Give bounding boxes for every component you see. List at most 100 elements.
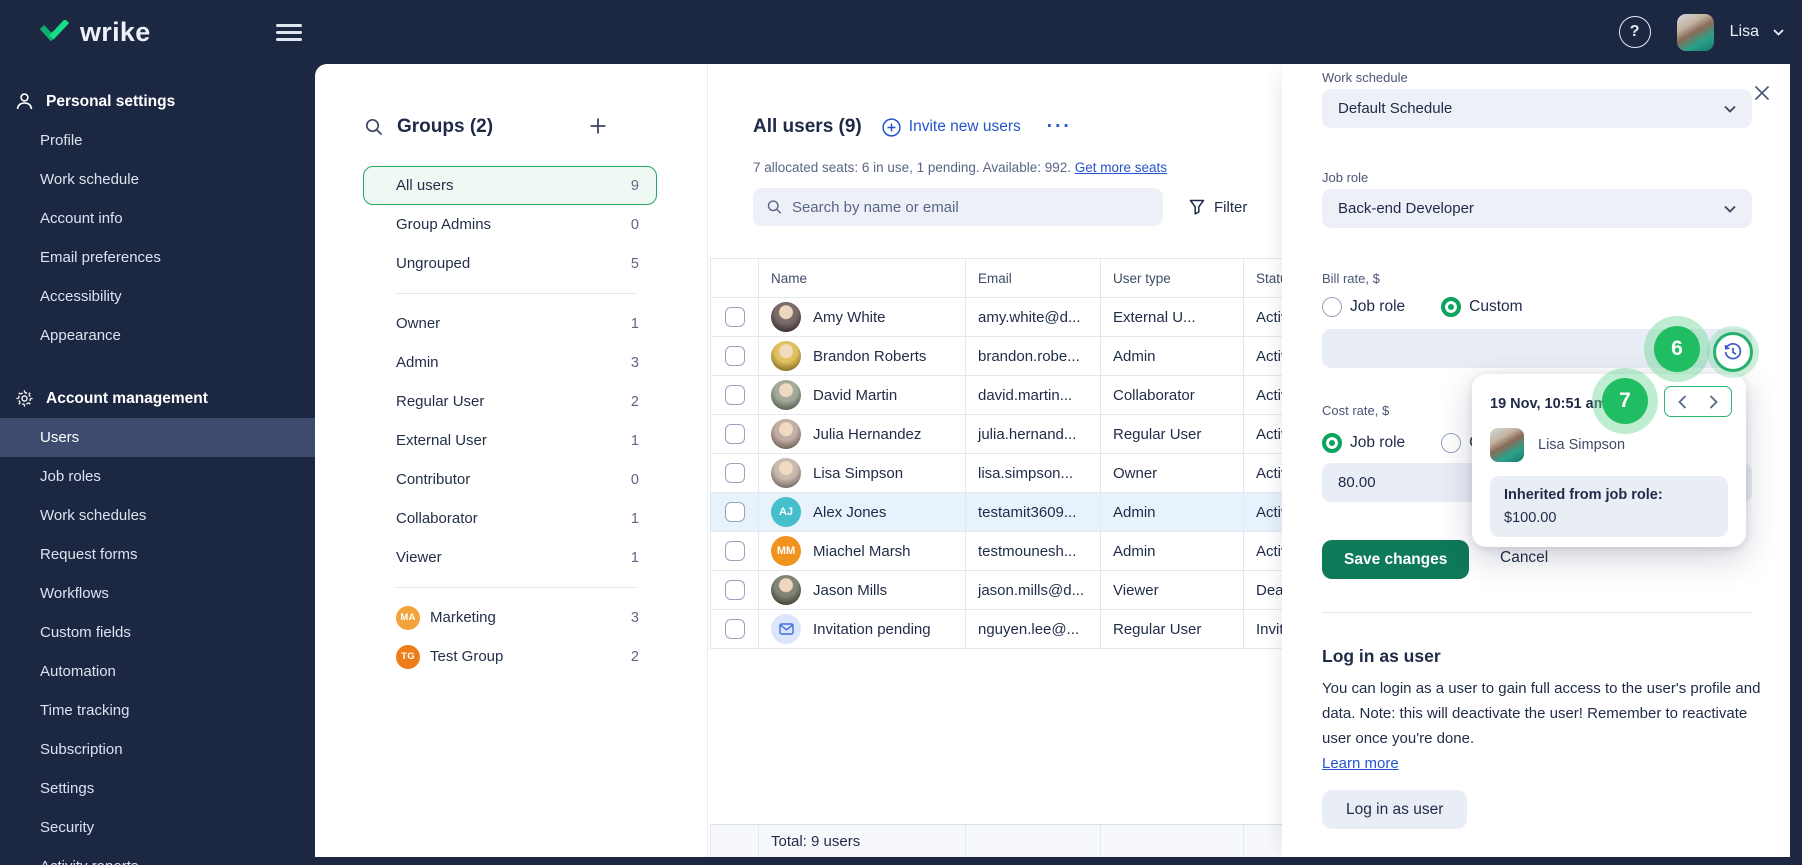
chevron-left-icon[interactable] <box>1678 394 1687 409</box>
sidebar-item[interactable]: Account info <box>0 199 315 238</box>
sidebar-item[interactable]: Job roles <box>0 457 315 496</box>
wrike-logo[interactable]: wrike <box>40 17 151 48</box>
user-initials-avatar: AJ <box>771 497 801 527</box>
sidebar-item-label: Time tracking <box>40 702 130 719</box>
work-schedule-select[interactable]: Default Schedule <box>1322 89 1752 128</box>
sidebar-item[interactable]: Automation <box>0 652 315 691</box>
row-checkbox[interactable] <box>724 541 745 561</box>
group-list-item[interactable]: Ungrouped 5 <box>363 244 657 283</box>
user-avatar[interactable] <box>1676 13 1714 51</box>
search-icon[interactable] <box>365 118 383 136</box>
user-name-cell: Alex Jones <box>813 503 887 521</box>
sidebar-item[interactable]: Work schedules <box>0 496 315 535</box>
work-schedule-label: Work schedule <box>1322 70 1408 85</box>
save-changes-button[interactable]: Save changes <box>1322 540 1470 579</box>
learn-more-link[interactable]: Learn more <box>1322 755 1399 772</box>
cost-rate-custom-radio[interactable] <box>1441 433 1462 453</box>
table-row[interactable]: Invitation pending nguyen.lee@... Regula… <box>710 610 1364 649</box>
bill-rate-custom-radio[interactable] <box>1441 297 1462 317</box>
close-icon[interactable] <box>1749 80 1775 106</box>
table-row[interactable]: David Martin david.martin... Collaborato… <box>710 376 1364 415</box>
group-list-item[interactable]: TG Test Group 2 <box>363 637 657 676</box>
user-search[interactable] <box>753 188 1163 226</box>
user-details-panel: Work schedule Default Schedule Job role … <box>1282 64 1790 857</box>
group-list-item[interactable]: Collaborator 1 <box>363 499 657 538</box>
group-list-item[interactable]: Viewer 1 <box>363 538 657 577</box>
table-body: Amy White amy.white@d... External U... A… <box>710 298 1364 649</box>
sidebar-item[interactable]: Work schedule <box>0 160 315 199</box>
row-checkbox[interactable] <box>724 307 745 327</box>
search-input[interactable] <box>791 198 1149 216</box>
invite-new-users-button[interactable]: Invite new users <box>882 117 1021 137</box>
login-as-user-button[interactable]: Log in as user <box>1322 790 1468 829</box>
group-list-item[interactable]: Regular User 2 <box>363 382 657 421</box>
user-name[interactable]: Lisa <box>1729 23 1759 40</box>
annotation-badge-7: 7 <box>1602 378 1648 424</box>
group-list-item[interactable]: MA Marketing 3 <box>363 598 657 637</box>
user-email-cell: jason.mills@d... <box>965 571 1100 609</box>
group-label: TG Test Group <box>396 644 631 669</box>
sidebar-item[interactable]: Activity reports <box>0 847 315 865</box>
row-checkbox[interactable] <box>724 385 745 405</box>
user-type-cell: Viewer <box>1100 571 1243 609</box>
chevron-down-icon[interactable] <box>1773 28 1784 36</box>
sidebar-item[interactable]: Profile <box>0 121 315 160</box>
sidebar-item[interactable]: Request forms <box>0 535 315 574</box>
rate-history-button[interactable] <box>1713 332 1753 372</box>
table-row[interactable]: Amy White amy.white@d... External U... A… <box>710 298 1364 337</box>
annotation-badge-6: 6 <box>1654 326 1700 372</box>
filter-button[interactable]: Filter <box>1189 199 1247 216</box>
group-list-item[interactable]: All users 9 <box>363 166 657 205</box>
wrike-check-icon <box>40 20 70 42</box>
sidebar-item[interactable]: Subscription <box>0 730 315 769</box>
sidebar: Personal settings Profile Work schedule … <box>0 64 315 865</box>
user-email-cell: lisa.simpson... <box>965 454 1100 492</box>
sidebar-item[interactable]: Security <box>0 808 315 847</box>
row-checkbox[interactable] <box>724 619 745 639</box>
add-group-button[interactable] <box>586 114 610 138</box>
table-row[interactable]: MM Miachel Marsh testmounesh... Admin Ac… <box>710 532 1364 571</box>
sidebar-item[interactable]: Appearance <box>0 316 315 355</box>
get-more-seats-link[interactable]: Get more seats <box>1074 160 1168 175</box>
row-checkbox[interactable] <box>724 463 745 483</box>
group-list-item[interactable]: Admin 3 <box>363 343 657 382</box>
table-footer: Total: 9 users <box>710 824 1364 857</box>
sidebar-item-label: Job roles <box>40 468 101 485</box>
row-checkbox[interactable] <box>724 580 745 600</box>
chevron-down-icon <box>1724 205 1736 213</box>
group-list-item[interactable]: External User 1 <box>363 421 657 460</box>
sidebar-item[interactable]: Time tracking <box>0 691 315 730</box>
row-checkbox[interactable] <box>724 346 745 366</box>
group-count: 0 <box>630 471 639 488</box>
chevron-right-icon[interactable] <box>1709 394 1718 409</box>
sidebar-item-label: Work schedule <box>40 171 139 188</box>
hamburger-menu-icon[interactable] <box>276 24 302 41</box>
user-type-cell: Regular User <box>1100 415 1243 453</box>
table-row[interactable]: AJ Alex Jones testamit3609... Admin Acti… <box>710 493 1364 532</box>
group-list-item[interactable]: Contributor 0 <box>363 460 657 499</box>
help-icon[interactable]: ? <box>1618 16 1651 48</box>
sidebar-item[interactable]: Users <box>0 418 315 457</box>
table-row[interactable]: Jason Mills jason.mills@d... Viewer Deac… <box>710 571 1364 610</box>
sidebar-item[interactable]: Accessibility <box>0 277 315 316</box>
more-actions-button[interactable]: ··· <box>1046 116 1072 137</box>
cost-rate-job-role-radio[interactable] <box>1322 433 1342 453</box>
row-checkbox[interactable] <box>724 502 745 522</box>
row-checkbox[interactable] <box>724 424 745 444</box>
user-email-cell: brandon.robe... <box>965 337 1100 375</box>
table-row[interactable]: Julia Hernandez julia.hernand... Regular… <box>710 415 1364 454</box>
sidebar-item[interactable]: Workflows <box>0 574 315 613</box>
group-list-item[interactable]: Owner 1 <box>363 304 657 343</box>
sidebar-item[interactable]: Custom fields <box>0 613 315 652</box>
job-role-select[interactable]: Back-end Developer <box>1322 189 1752 228</box>
group-label: All users <box>396 177 454 194</box>
bill-rate-job-role-radio[interactable] <box>1322 297 1342 317</box>
sidebar-item[interactable]: Settings <box>0 769 315 808</box>
group-label: Owner <box>396 315 441 332</box>
cancel-button[interactable]: Cancel <box>1500 549 1549 566</box>
sidebar-item[interactable]: Email preferences <box>0 238 315 277</box>
table-row[interactable]: Brandon Roberts brandon.robe... Admin Ac… <box>710 337 1364 376</box>
group-list-item[interactable]: Group Admins 0 <box>363 205 657 244</box>
table-row[interactable]: Lisa Simpson lisa.simpson... Owner Activ… <box>710 454 1364 493</box>
user-type-cell: Admin <box>1100 337 1243 375</box>
